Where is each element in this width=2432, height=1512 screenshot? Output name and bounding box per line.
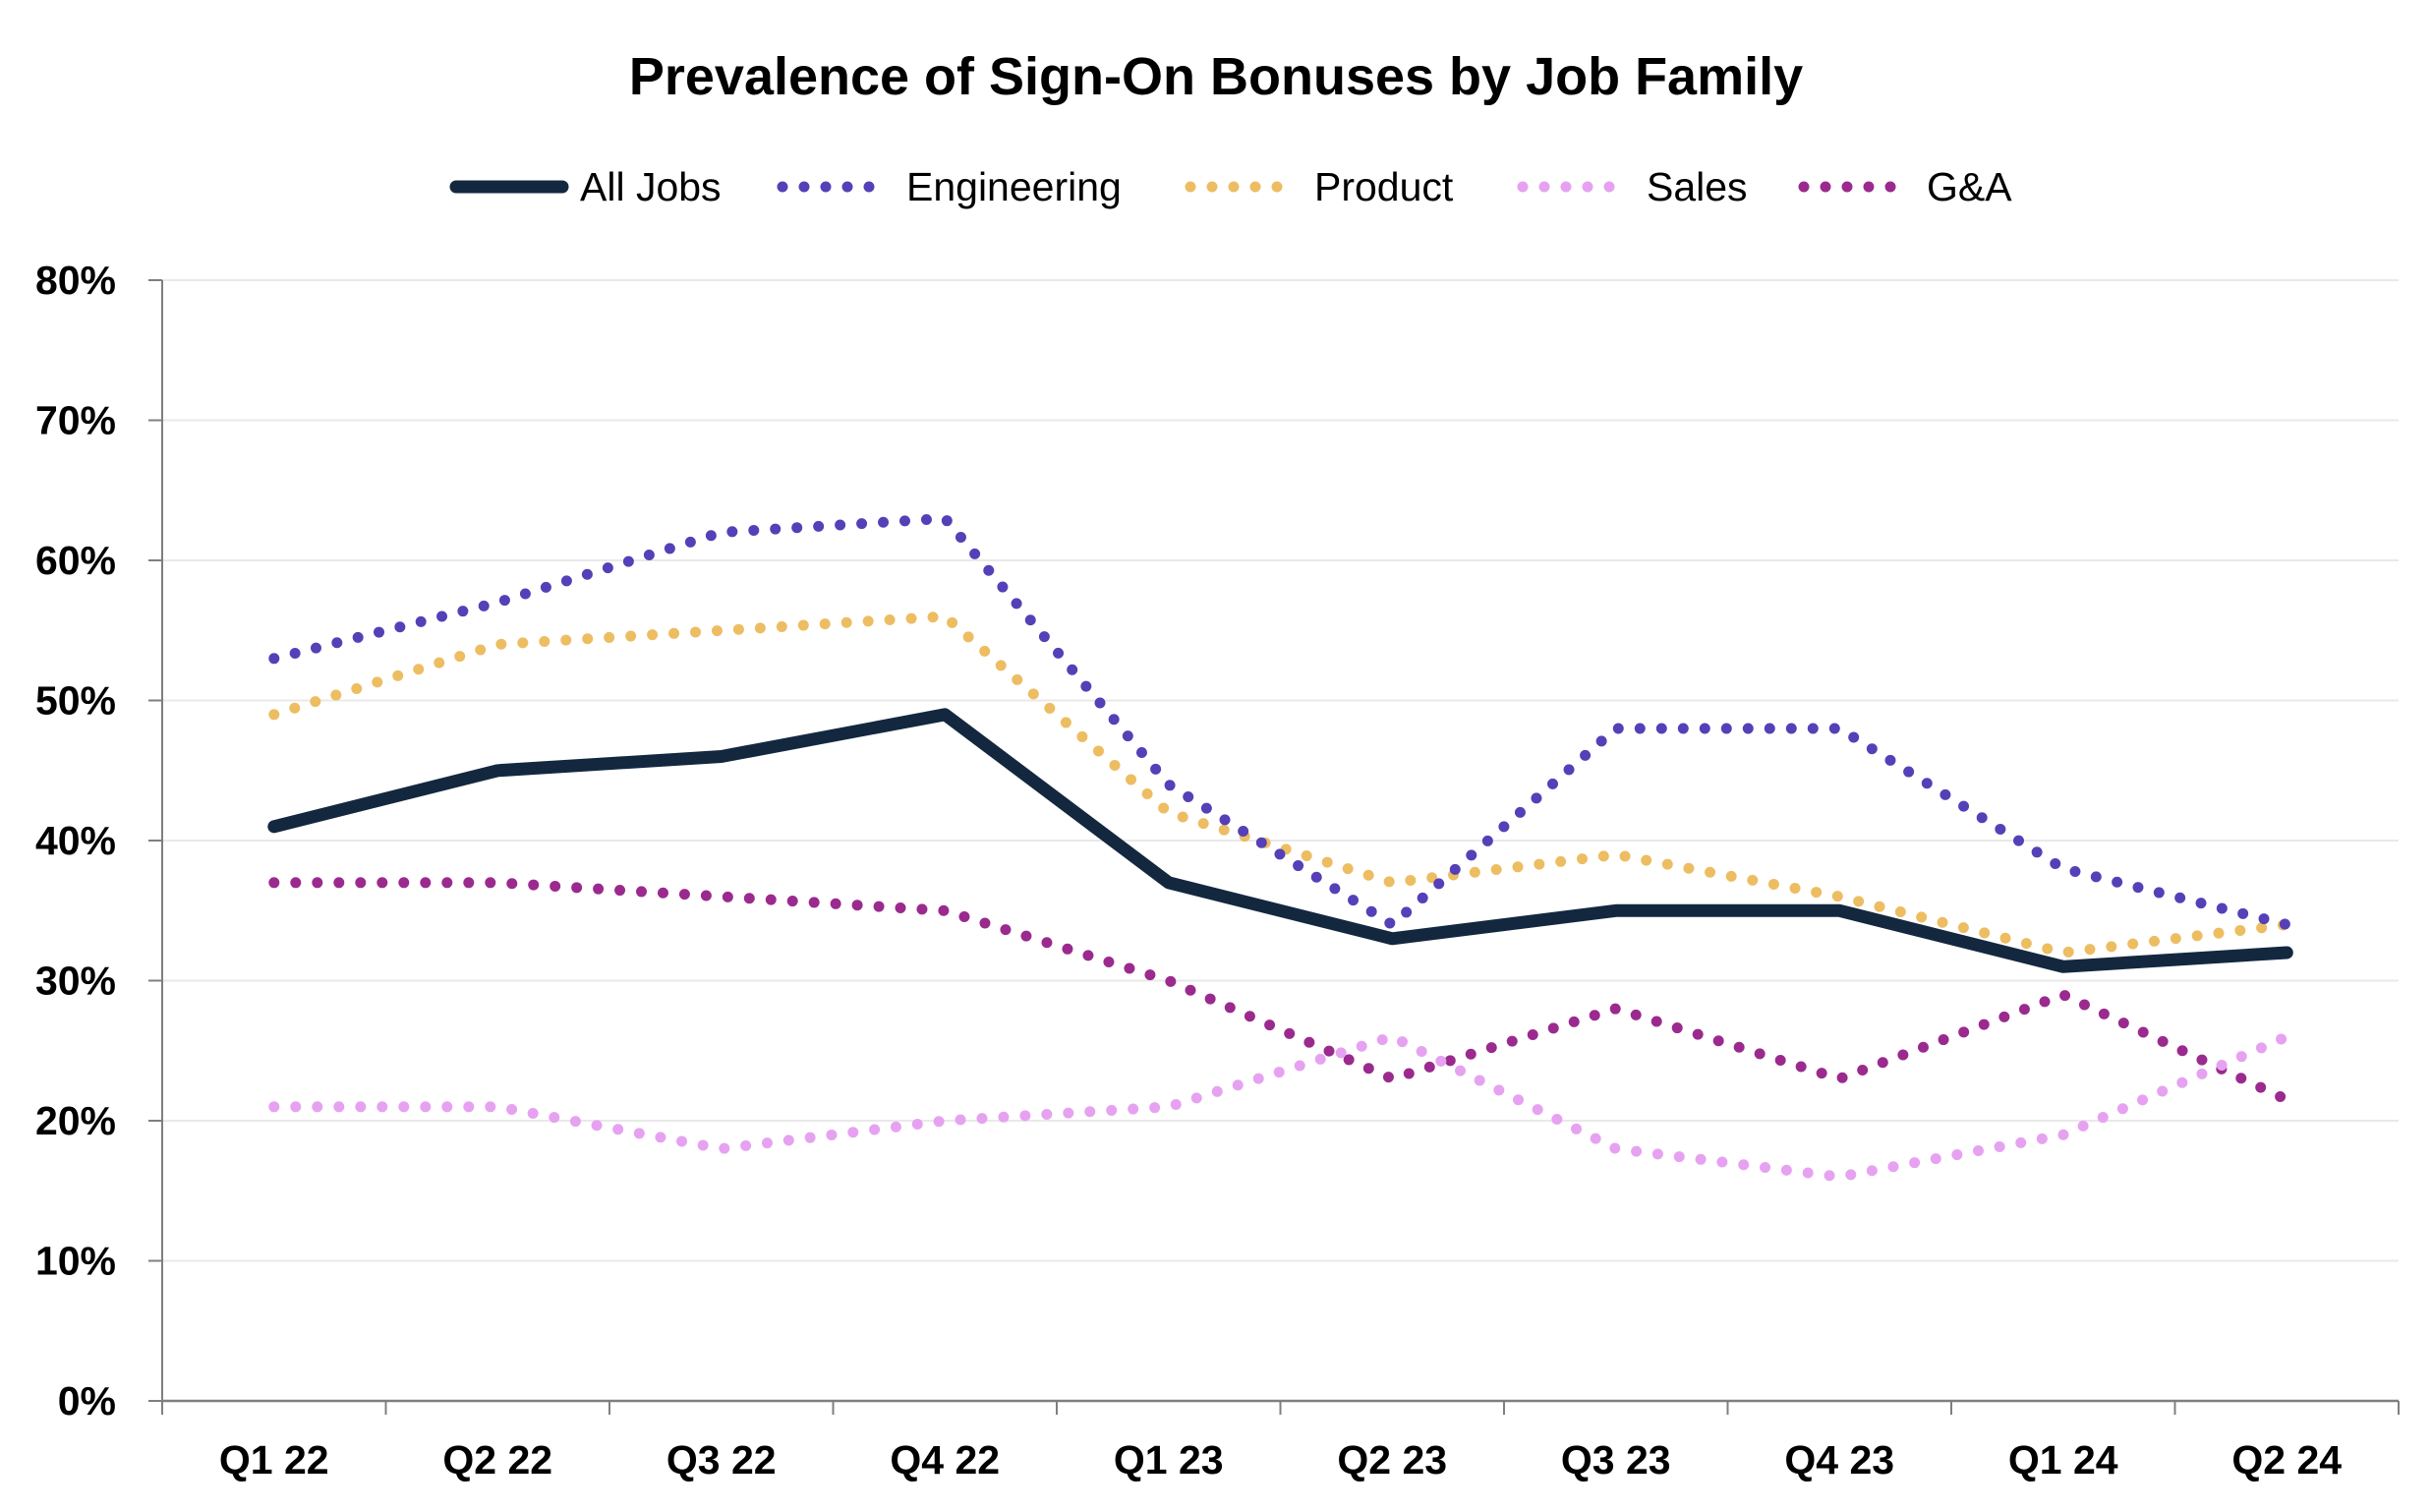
x-tick-label-q2-24: Q2 24 — [2231, 1437, 2342, 1483]
series-ganda — [268, 877, 2292, 1106]
y-tick-label-40: 40% — [35, 818, 116, 863]
y-tick-label-60: 60% — [35, 538, 116, 583]
x-tick-label-q2-23: Q2 23 — [1337, 1437, 1447, 1483]
series-sales — [268, 1031, 2292, 1183]
data-series — [267, 512, 2293, 1183]
y-tick-label-50: 50% — [35, 678, 116, 724]
legend-item-engineering: Engineering — [777, 164, 1122, 209]
legend-label-ganda: G&A — [1927, 164, 2012, 209]
y-tick-label-0: 0% — [58, 1378, 116, 1424]
x-axis-tick-labels: Q1 22 Q2 22 Q3 22 Q4 22 Q1 23 Q2 23 Q3 23 Q4 23… — [219, 1437, 2342, 1483]
series-product — [268, 611, 2292, 959]
x-tick-label-q1-24: Q1 24 — [2008, 1437, 2118, 1483]
y-tick-label-30: 30% — [35, 959, 116, 1004]
series-line-sales — [268, 1031, 2292, 1183]
legend-label-engineering: Engineering — [906, 164, 1122, 209]
series-all-jobs — [267, 708, 2293, 973]
series-engineering — [268, 512, 2292, 930]
gridlines — [148, 279, 2399, 1402]
series-line-engineering — [268, 512, 2292, 930]
legend-label-sales: Sales — [1647, 164, 1748, 209]
legend-label-all-jobs: All Jobs — [580, 164, 722, 209]
legend-item-product: Product — [1185, 164, 1454, 209]
x-tick-label-q3-23: Q3 23 — [1561, 1437, 1671, 1483]
legend-label-product: Product — [1314, 164, 1454, 209]
x-tick-label-q3-22: Q3 22 — [666, 1437, 777, 1483]
x-tick-label-q1-23: Q1 23 — [1114, 1437, 1224, 1483]
axes — [161, 280, 2400, 1415]
x-tick-label-q4-22: Q4 22 — [890, 1437, 1000, 1483]
series-line-product — [268, 611, 2292, 959]
legend-item-all-jobs: All Jobs — [449, 164, 722, 209]
y-tick-label-70: 70% — [35, 398, 116, 443]
y-tick-label-80: 80% — [35, 258, 116, 303]
series-line-all-jobs — [267, 708, 2293, 973]
x-tick-label-q2-22: Q2 22 — [442, 1437, 552, 1483]
x-tick-label-q1-22: Q1 22 — [219, 1437, 329, 1483]
legend-item-ganda: G&A — [1798, 164, 2012, 209]
x-tick-label-q4-23: Q4 23 — [1784, 1437, 1894, 1483]
y-tick-label-10: 10% — [35, 1239, 116, 1284]
y-axis-tick-labels: 0% 10% 20% 30% 40% 50% 60% 70% 80% — [35, 258, 116, 1424]
y-tick-label-20: 20% — [35, 1098, 116, 1143]
chart-title: Prevalence of Sign-On Bonuses by Job Fam… — [629, 47, 1803, 106]
legend: All Jobs Engineering Product Sales G&A — [449, 164, 2012, 209]
legend-item-sales: Sales — [1517, 164, 1748, 209]
